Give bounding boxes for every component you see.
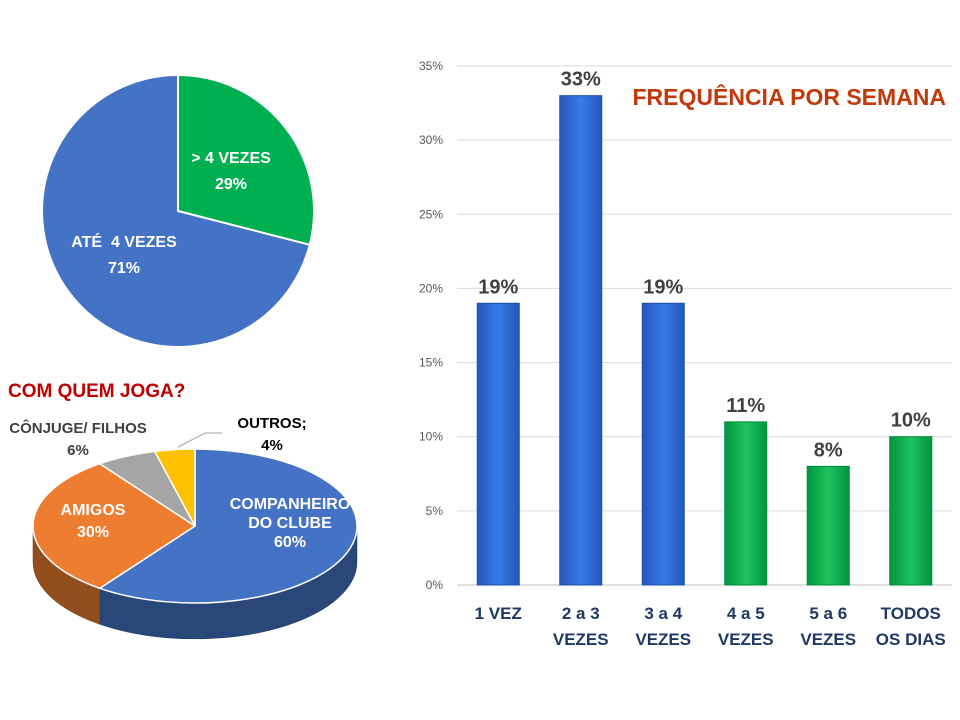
pie1-slice-0: [177, 73, 315, 247]
y-tick-label: 5%: [426, 504, 444, 518]
pie2-label-0: COMPANHEIRO DO CLUBE: [230, 496, 351, 532]
bar-data-label-3: 11%: [726, 395, 765, 417]
bar-1: [559, 95, 603, 586]
pie-chart-weekly: > 4 VEZES 29% ATÉ 4 VEZES 71%: [41, 73, 315, 348]
y-tick-label: 30%: [419, 133, 443, 147]
pie2-slice-0: [98, 448, 358, 604]
pie2-value-1: 30%: [77, 524, 109, 541]
y-tick-label: 10%: [419, 430, 443, 444]
y-tick-label: 15%: [419, 356, 443, 370]
pie1-slice-1: [41, 73, 311, 348]
bar-0: [476, 302, 520, 586]
pie2-label-3: OUTROS;: [237, 415, 306, 432]
pie1-value-1: 71%: [108, 260, 140, 277]
x-tick-label-5: TODOS OS DIAS: [876, 604, 946, 649]
pie1-label-0: > 4 VEZES: [191, 150, 271, 167]
bar-2: [641, 302, 685, 586]
bar-data-label-4: 8%: [814, 439, 843, 461]
pie2-value-0: 60%: [274, 534, 306, 551]
bar-data-label-5: 10%: [891, 410, 931, 432]
x-tick-label-4: 5 a 6 VEZES: [800, 604, 856, 649]
bar-chart-frequencia: 0% 5% 10% 15% 20% 25% 30% 35% 19% 1 VEZ 33% 2 a 3 VE…: [419, 59, 952, 649]
x-tick-label-1: 2 a 3 VEZES: [553, 604, 609, 649]
y-tick-label: 0%: [426, 578, 444, 592]
pie2-leader-line: [177, 432, 222, 448]
pie-chart-com-quem-joga: COMPANHEIRO DO CLUBE 60% AMIGOS 30% CÔNJUGE/ …: [9, 415, 358, 640]
x-tick-label-2: 3 a 4 VEZES: [635, 604, 691, 649]
pie1-value-0: 29%: [215, 176, 247, 193]
bar-data-label-0: 19%: [478, 276, 518, 298]
bar-data-label-1: 33%: [561, 69, 601, 91]
pie2-label-2: CÔNJUGE/ FILHOS: [9, 419, 147, 437]
pie2-value-2: 6%: [67, 442, 89, 459]
y-tick-label: 20%: [419, 281, 443, 295]
x-tick-label-0: 1 VEZ: [475, 604, 522, 623]
pie2-slice-1: [32, 462, 197, 590]
pie2-title: COM QUEM JOGA?: [8, 381, 185, 402]
pie2-value-3: 4%: [261, 437, 283, 454]
bar-4: [806, 465, 850, 586]
pie2-label-1: AMIGOS: [61, 502, 126, 519]
y-tick-label: 25%: [419, 207, 443, 221]
x-tick-label-3: 4 a 5 VEZES: [718, 604, 774, 649]
bar-3: [724, 421, 768, 586]
pie1-label-1: ATÉ 4 VEZES: [71, 232, 177, 251]
pie2-slice-3: [153, 448, 196, 527]
bar-5: [889, 436, 933, 586]
bar-data-label-2: 19%: [643, 276, 683, 298]
y-tick-label: 35%: [419, 59, 443, 73]
bar-chart-title: FREQUÊNCIA POR SEMANA: [633, 83, 947, 110]
